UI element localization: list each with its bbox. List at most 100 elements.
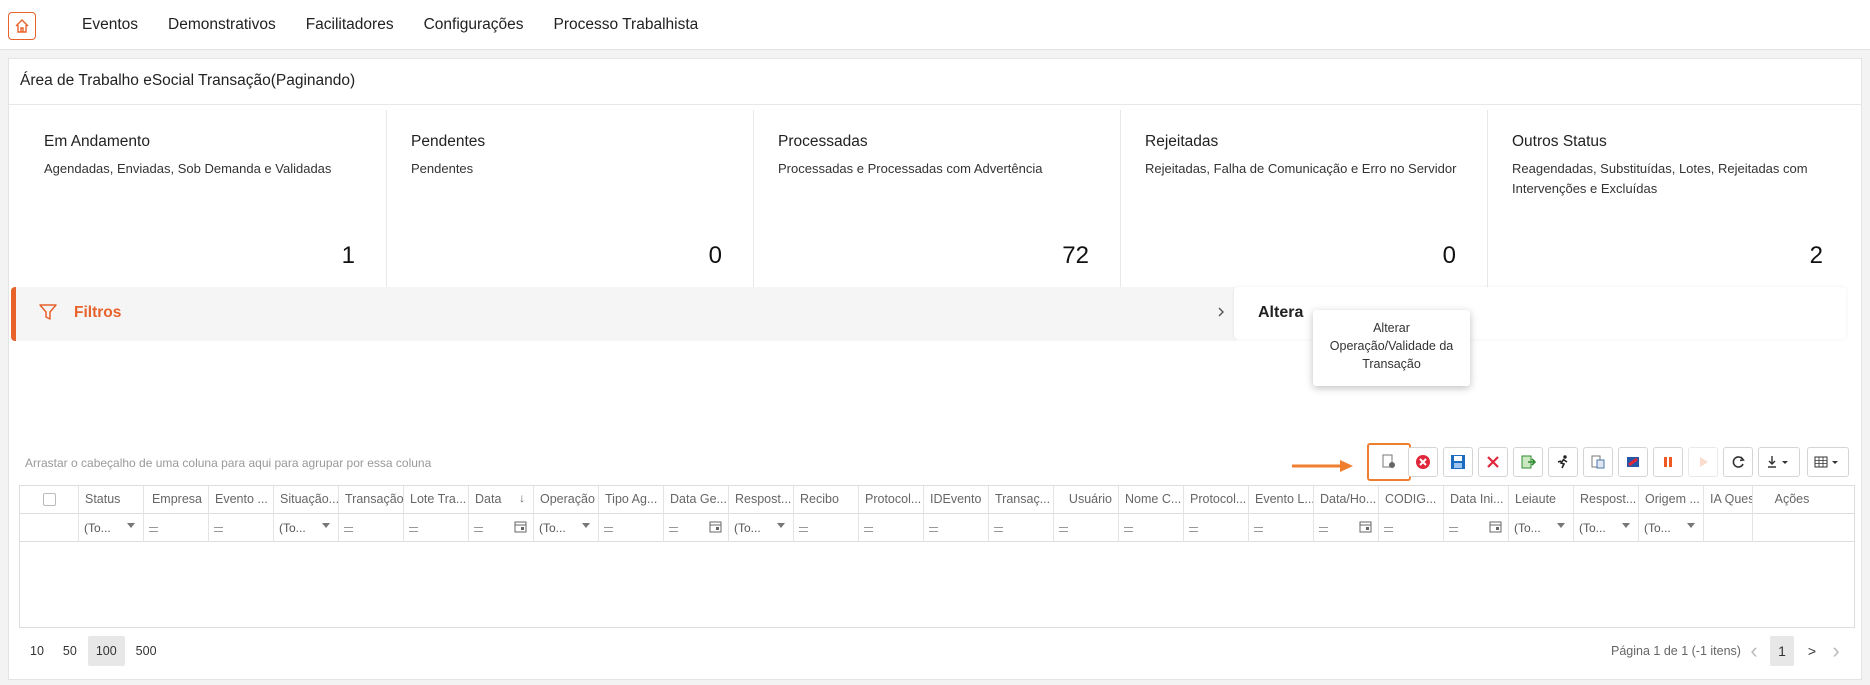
- home-button[interactable]: [8, 12, 36, 40]
- column-header[interactable]: Data Ini...: [1444, 486, 1509, 514]
- date-filter-input[interactable]: [469, 514, 534, 542]
- text-filter-input[interactable]: [794, 514, 859, 542]
- text-filter-input[interactable]: [404, 514, 469, 542]
- cancel-transaction-button[interactable]: [1408, 447, 1438, 477]
- run-button[interactable]: [1548, 447, 1578, 477]
- funnel-icon: [39, 304, 57, 320]
- column-header[interactable]: Evento L...: [1249, 486, 1314, 514]
- operation-filter-select[interactable]: (To...: [534, 514, 599, 542]
- text-filter-input[interactable]: [924, 514, 989, 542]
- select-all-checkbox[interactable]: [43, 493, 56, 506]
- pause-icon: [1664, 457, 1672, 467]
- response-filter-select[interactable]: (To...: [729, 514, 794, 542]
- column-header[interactable]: Lote Tra...: [404, 486, 469, 514]
- column-header[interactable]: IA Quest: [1704, 486, 1753, 514]
- equals-operator-icon: [149, 527, 158, 532]
- menu-configuracoes[interactable]: Configurações: [423, 16, 524, 33]
- text-filter-input[interactable]: [339, 514, 404, 542]
- origin-filter-select[interactable]: (To...: [1639, 514, 1704, 542]
- filters-panel-toggle[interactable]: Filtros: [11, 287, 1238, 341]
- text-filter-input[interactable]: [859, 514, 924, 542]
- delete-button[interactable]: [1478, 447, 1508, 477]
- column-header[interactable]: Evento ...: [209, 486, 274, 514]
- column-header[interactable]: CODIG...: [1379, 486, 1444, 514]
- table-columns-icon: [1814, 456, 1838, 468]
- page-1-button[interactable]: 1: [1770, 636, 1794, 666]
- text-filter-input[interactable]: [1249, 514, 1314, 542]
- pause-button[interactable]: [1653, 447, 1683, 477]
- page-size-100[interactable]: 100: [87, 636, 125, 666]
- page-size-selector: 10 50 100 500: [22, 636, 168, 666]
- column-chooser-dropdown-button[interactable]: [1807, 447, 1849, 477]
- equals-operator-icon: [1059, 527, 1068, 532]
- page-size-50[interactable]: 50: [62, 644, 77, 658]
- column-header[interactable]: Nome C...: [1119, 486, 1184, 514]
- filter-cell-empty: [1704, 514, 1753, 542]
- next-page-button[interactable]: >: [1807, 643, 1817, 659]
- response-filter-select[interactable]: (To...: [1574, 514, 1639, 542]
- situation-filter-select[interactable]: (To...: [274, 514, 339, 542]
- date-filter-input[interactable]: [664, 514, 729, 542]
- equals-operator-icon: [344, 527, 353, 532]
- column-header[interactable]: Status: [79, 486, 144, 514]
- chevron-down-icon: [1622, 523, 1630, 528]
- export-dropdown-button[interactable]: [1758, 447, 1800, 477]
- column-header[interactable]: Respost...: [1574, 486, 1639, 514]
- text-filter-input[interactable]: [1119, 514, 1184, 542]
- filter-value: (To...: [734, 521, 761, 535]
- menu-demonstrativos[interactable]: Demonstrativos: [168, 16, 276, 33]
- equals-operator-icon: [474, 527, 483, 532]
- column-header[interactable]: Data Ge...: [664, 486, 729, 514]
- column-header-sorted[interactable]: Data ↓: [469, 486, 534, 514]
- datetime-filter-input[interactable]: [1314, 514, 1379, 542]
- date-filter-input[interactable]: [1444, 514, 1509, 542]
- column-header[interactable]: Operação: [534, 486, 599, 514]
- column-header[interactable]: Origem ...: [1639, 486, 1704, 514]
- text-filter-input[interactable]: [1184, 514, 1249, 542]
- layout-filter-select[interactable]: (To...: [1509, 514, 1574, 542]
- text-filter-input[interactable]: [1379, 514, 1444, 542]
- column-header[interactable]: Usuário: [1054, 486, 1119, 514]
- main-menu: Eventos Demonstrativos Facilitadores Con…: [82, 0, 698, 50]
- text-filter-input[interactable]: [599, 514, 664, 542]
- card-description: Processadas e Processadas com Advertênci…: [778, 161, 1043, 176]
- prev-page-button[interactable]: ‹: [1750, 638, 1758, 663]
- close-icon: [1487, 456, 1499, 468]
- column-header[interactable]: Recibo: [794, 486, 859, 514]
- card-description: Agendadas, Enviadas, Sob Demanda e Valid…: [44, 161, 332, 176]
- column-header[interactable]: Transaç...: [989, 486, 1054, 514]
- column-header[interactable]: Data/Ho...: [1314, 486, 1379, 514]
- column-header[interactable]: Protocol...: [1184, 486, 1249, 514]
- column-header[interactable]: Empresa: [144, 486, 209, 514]
- column-header[interactable]: Leiaute: [1509, 486, 1574, 514]
- column-header[interactable]: Situação...: [274, 486, 339, 514]
- column-header[interactable]: Protocol...: [859, 486, 924, 514]
- refresh-button[interactable]: [1723, 447, 1753, 477]
- menu-processo-trabalhista[interactable]: Processo Trabalhista: [553, 16, 699, 33]
- column-header[interactable]: IDEvento: [924, 486, 989, 514]
- menu-eventos[interactable]: Eventos: [82, 16, 139, 33]
- text-filter-input[interactable]: [989, 514, 1054, 542]
- filter-value: (To...: [1644, 521, 1671, 535]
- report-button[interactable]: [1618, 447, 1648, 477]
- column-header[interactable]: Transação: [339, 486, 404, 514]
- change-operation-validity-button[interactable]: [1367, 443, 1411, 481]
- page-size-10[interactable]: 10: [30, 644, 44, 658]
- column-header[interactable]: Tipo Ag...: [599, 486, 664, 514]
- chevron-down-icon: [582, 523, 590, 528]
- text-filter-input[interactable]: [1054, 514, 1119, 542]
- send-button[interactable]: [1513, 447, 1543, 477]
- text-filter-input[interactable]: [144, 514, 209, 542]
- menu-facilitadores[interactable]: Facilitadores: [305, 16, 394, 33]
- column-header[interactable]: Respost...: [729, 486, 794, 514]
- last-page-button[interactable]: ›: [1832, 638, 1840, 663]
- status-filter-select[interactable]: (To...: [79, 514, 144, 542]
- group-panel-hint: Arrastar o cabeçalho de uma coluna para …: [25, 456, 432, 470]
- text-filter-input[interactable]: [209, 514, 274, 542]
- equals-operator-icon: [929, 527, 938, 532]
- save-xml-button[interactable]: [1443, 447, 1473, 477]
- play-button[interactable]: [1688, 447, 1718, 477]
- duplicate-button[interactable]: [1583, 447, 1613, 477]
- equals-operator-icon: [604, 527, 613, 532]
- page-size-500[interactable]: 500: [135, 644, 157, 658]
